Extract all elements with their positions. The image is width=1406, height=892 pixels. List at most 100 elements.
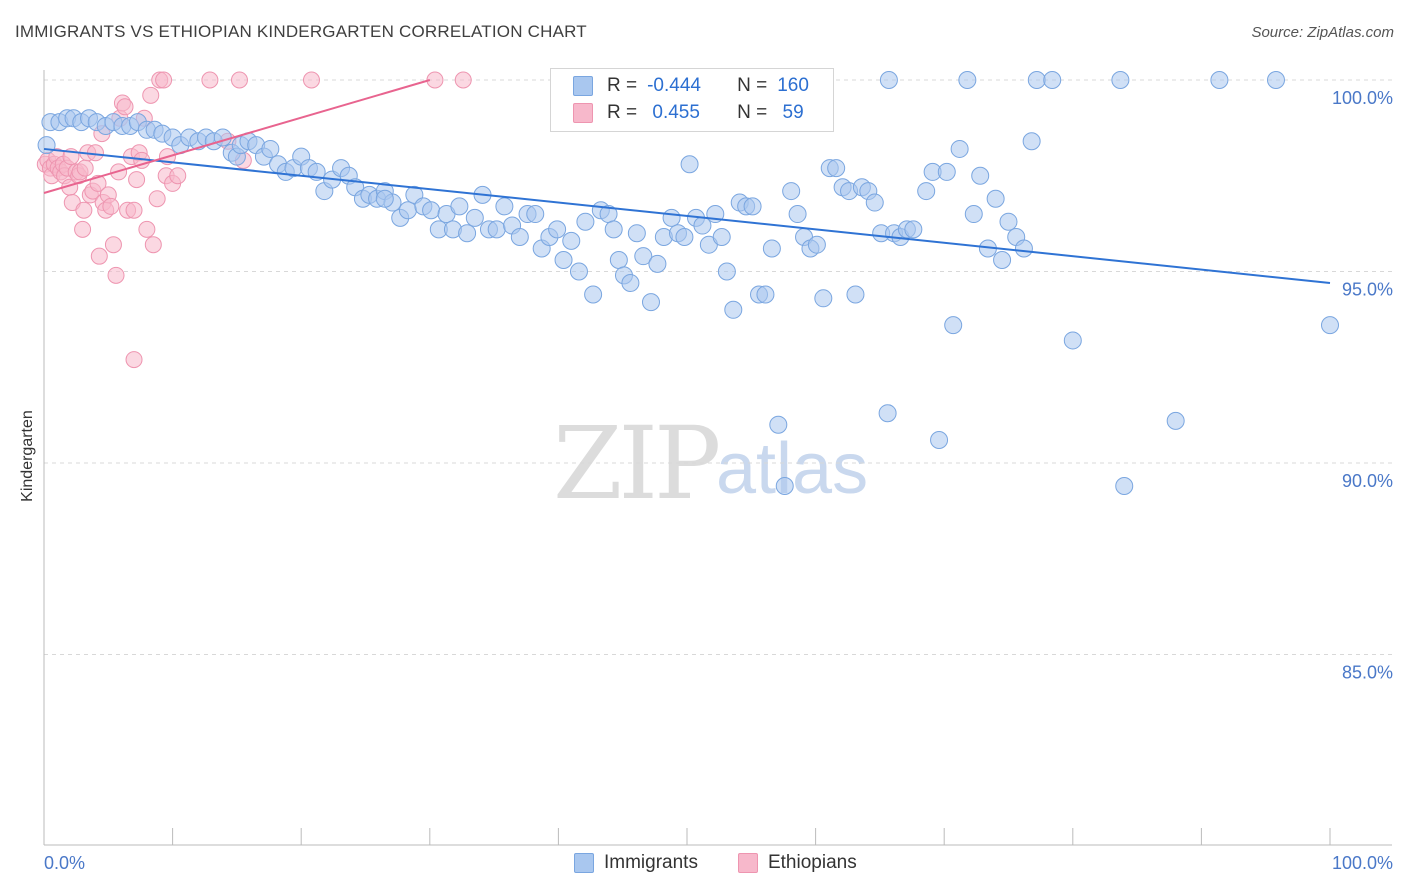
x-tick-label-max: 100.0%	[1332, 853, 1393, 873]
immigrants-point	[37, 136, 56, 155]
immigrants-point	[846, 285, 865, 304]
legend-row-immigrants: R = -0.444 N = 160	[573, 73, 809, 99]
n-label: N =	[737, 75, 768, 96]
n-value: 160	[777, 75, 809, 96]
immigrants-point	[827, 159, 846, 178]
legend-row-ethiopians: R = 0.455 N = 59	[573, 100, 804, 126]
immigrants-point	[1210, 71, 1229, 89]
ethiopians-point	[90, 247, 108, 265]
ethiopians-point	[230, 71, 248, 89]
y-tick-label: 90.0%	[1342, 471, 1393, 491]
immigrants-point	[562, 231, 581, 250]
ethiopians-point	[125, 351, 143, 369]
ethiopians-point	[74, 220, 92, 238]
r-label: R =	[607, 75, 638, 96]
ethiopians-point	[116, 98, 134, 116]
trend-lines	[43, 79, 1331, 284]
immigrants-point	[1166, 411, 1185, 430]
immigrants-point	[743, 197, 762, 216]
ethiopians-point	[75, 201, 93, 219]
correlation-legend: R = -0.444 N = 160 R = 0.455 N = 59	[550, 68, 834, 132]
immigrants-point	[865, 193, 884, 212]
tick-labels: 85.0% 90.0% 95.0% 100.0% 0.0% 100.0%	[44, 88, 1393, 873]
immigrants-trend-line	[43, 147, 1331, 284]
immigrants-point	[904, 220, 923, 239]
ethiopians-point	[302, 71, 320, 89]
ethiopians-point	[148, 190, 166, 208]
ethiopians-point	[201, 71, 219, 89]
immigrants-point	[814, 289, 833, 308]
ethiopians-point	[104, 236, 122, 254]
immigrants-point	[261, 139, 280, 158]
watermark-atlas: atlas	[716, 429, 869, 509]
immigrants-point	[554, 251, 573, 270]
immigrants-point	[762, 239, 781, 258]
ethiopians-point	[128, 171, 146, 189]
immigrants-point	[1115, 476, 1134, 495]
immigrants-point	[986, 189, 1005, 208]
immigrants-point	[782, 182, 801, 201]
ethiopians-point	[76, 159, 94, 177]
immigrants-point	[465, 208, 484, 227]
immigrants-points	[37, 71, 1339, 495]
n-value: 59	[777, 102, 804, 123]
immigrants-point	[648, 254, 667, 273]
immigrants-point	[510, 228, 529, 247]
immigrants-point	[879, 71, 898, 89]
immigrants-point	[576, 212, 595, 231]
ethiopians-point	[102, 197, 120, 215]
y-tick-label: 95.0%	[1342, 280, 1393, 300]
immigrants-point	[930, 431, 949, 450]
ethiopians-point	[155, 71, 173, 89]
immigrants-point	[487, 220, 506, 239]
ethiopians-point	[142, 86, 160, 104]
immigrants-point	[584, 285, 603, 304]
immigrants-point	[375, 189, 394, 208]
immigrants-point	[675, 228, 694, 247]
immigrants-point	[964, 205, 983, 224]
immigrants-point	[634, 247, 653, 266]
immigrants-point	[604, 220, 623, 239]
ethiopians-point	[89, 174, 107, 192]
y-tick-label: 100.0%	[1332, 88, 1393, 108]
immigrants-point	[917, 182, 936, 201]
immigrants-point	[1014, 239, 1033, 258]
immigrants-point	[775, 476, 794, 495]
immigrants-point	[662, 208, 681, 227]
immigrants-point	[958, 71, 977, 89]
ethiopians-point	[169, 167, 187, 185]
immigrants-point	[458, 224, 477, 243]
ethiopians-legend-swatch	[737, 853, 758, 873]
immigrants-point	[422, 201, 441, 220]
immigrants-point	[1111, 71, 1130, 89]
ethiopians-trend-line	[43, 79, 431, 194]
ethiopians-point	[125, 201, 143, 219]
series-legend: Immigrants Ethiopians	[574, 852, 857, 874]
ethiopians-swatch	[573, 103, 593, 123]
immigrants-point	[398, 201, 417, 220]
immigrants-point	[450, 197, 469, 216]
immigrants-point	[641, 293, 660, 312]
chart-title: IMMIGRANTS VS ETHIOPIAN KINDERGARTEN COR…	[15, 22, 587, 41]
immigrants-point	[717, 262, 736, 281]
immigrants-swatch	[573, 76, 593, 96]
immigrants-point	[724, 300, 743, 319]
immigrants-point	[937, 162, 956, 181]
ethiopians-point	[138, 220, 156, 238]
y-tick-label: 85.0%	[1342, 663, 1393, 683]
x-tick-label-min: 0.0%	[44, 853, 85, 873]
ethiopians-point	[144, 236, 162, 254]
r-value: 0.455	[647, 102, 700, 123]
immigrants-point	[950, 139, 969, 158]
immigrants-point	[680, 155, 699, 174]
immigrants-point	[609, 251, 628, 270]
ethiopians-legend-label: Ethiopians	[767, 852, 857, 873]
r-value: -0.444	[647, 75, 701, 96]
ethiopians-point	[107, 266, 125, 284]
immigrants-point	[569, 262, 588, 281]
immigrants-point	[627, 224, 646, 243]
immigrants-point	[807, 235, 826, 254]
immigrants-point	[1022, 132, 1041, 151]
source-credit: Source: ZipAtlas.com	[1251, 24, 1394, 41]
